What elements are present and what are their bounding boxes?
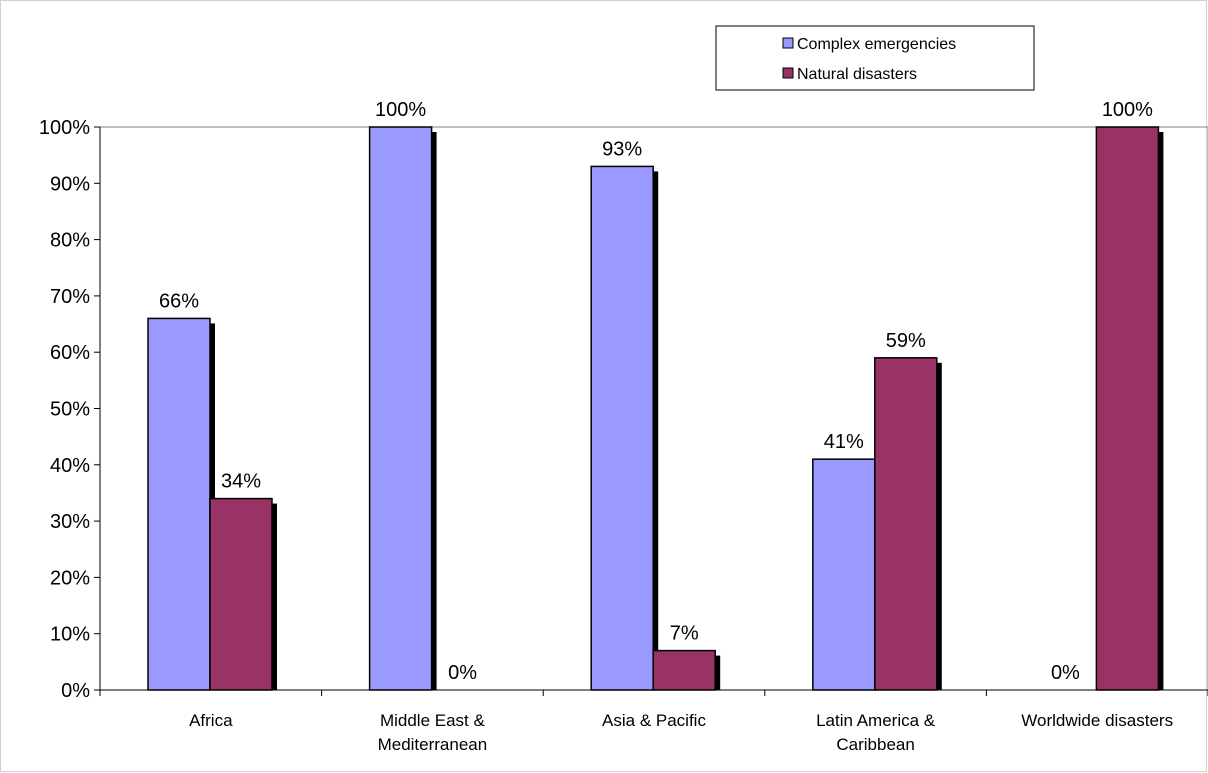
y-tick-label: 60% xyxy=(50,342,90,364)
bar-data-label: 7% xyxy=(670,623,699,645)
legend: Complex emergencies Natural disasters xyxy=(716,26,1034,90)
legend-label-natural-disasters: Natural disasters xyxy=(797,66,917,83)
y-tick-label: 0% xyxy=(61,680,90,702)
y-tick-label: 40% xyxy=(50,455,90,477)
y-tick-label: 20% xyxy=(50,567,90,589)
bar xyxy=(370,127,432,690)
bar xyxy=(1096,127,1158,690)
x-category-label: Worldwide disasters xyxy=(1021,711,1173,730)
bar xyxy=(591,166,653,690)
bar-data-label: 41% xyxy=(824,431,864,453)
x-category-label: Africa xyxy=(189,711,233,730)
bar xyxy=(210,499,272,690)
bar-data-label: 100% xyxy=(1102,99,1153,121)
bar xyxy=(653,651,715,690)
bar-data-label: 59% xyxy=(886,330,926,352)
bar-data-label: 0% xyxy=(1051,662,1080,684)
x-category-label: Asia & Pacific xyxy=(602,711,706,730)
legend-swatch-complex-emergencies xyxy=(783,38,793,48)
bar-data-label: 93% xyxy=(602,138,642,160)
y-tick-label: 80% xyxy=(50,230,90,252)
y-tick-label: 70% xyxy=(50,286,90,308)
bar-data-label: 66% xyxy=(159,290,199,312)
bar-data-label: 100% xyxy=(375,99,426,121)
bar xyxy=(148,318,210,690)
legend-label-complex-emergencies: Complex emergencies xyxy=(797,36,956,53)
bar xyxy=(875,358,937,690)
y-tick-label: 100% xyxy=(39,117,90,139)
bar-data-label: 0% xyxy=(448,662,477,684)
y-tick-label: 50% xyxy=(50,399,90,421)
legend-swatch-natural-disasters xyxy=(783,68,793,78)
bar-data-label: 34% xyxy=(221,471,261,493)
y-tick-label: 10% xyxy=(50,624,90,646)
y-tick-label: 90% xyxy=(50,173,90,195)
bar xyxy=(813,459,875,690)
y-tick-label: 30% xyxy=(50,511,90,533)
